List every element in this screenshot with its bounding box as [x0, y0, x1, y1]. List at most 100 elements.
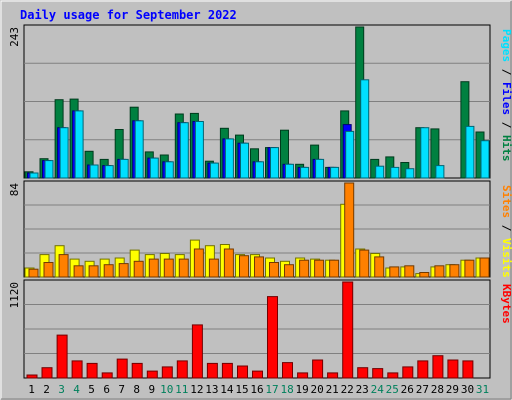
- bar-pages-day-21: [330, 166, 340, 179]
- legend-part: Pages: [500, 29, 512, 62]
- bar-kbytes-day-4: [71, 360, 83, 379]
- bar-pages-day-8: [134, 120, 144, 179]
- bar-sites-day-14: [223, 248, 234, 278]
- bar-kbytes-day-8: [131, 362, 143, 379]
- legend-part: Sites: [500, 185, 512, 218]
- bar-sites-day-16: [254, 256, 264, 278]
- bar-kbytes-day-27: [417, 360, 429, 379]
- y-axis-max-label: 1120: [8, 282, 21, 309]
- bar-kbytes-day-3: [56, 334, 68, 379]
- x-tick-label-13: 13: [205, 383, 218, 396]
- bar-pages-day-23: [360, 79, 370, 179]
- bar-sites-day-12: [193, 248, 204, 278]
- bar-sites-day-31: [479, 257, 490, 278]
- legend-part: /: [500, 218, 512, 238]
- legend-part: KBytes: [500, 284, 512, 324]
- bar-kbytes-day-2: [41, 367, 53, 379]
- bar-pages-day-12: [194, 121, 204, 179]
- legend-part: Visits: [500, 238, 512, 278]
- bar-kbytes-day-12: [191, 324, 203, 379]
- bar-pages-day-7: [119, 158, 129, 179]
- x-tick-label-19: 19: [295, 383, 308, 396]
- bar-kbytes-day-1: [26, 374, 38, 379]
- bar-pages-day-1: [29, 172, 39, 179]
- bar-pages-day-10: [164, 161, 174, 179]
- bar-pages-day-24: [375, 165, 385, 179]
- x-tick-label-2: 2: [43, 383, 50, 396]
- x-tick-label-24: 24: [371, 383, 385, 396]
- x-tick-label-11: 11: [175, 383, 188, 396]
- bar-kbytes-day-29: [447, 359, 459, 379]
- bar-kbytes-day-21: [327, 372, 339, 379]
- panel-pages-files-hits: 243 Pages / Files / Hits: [8, 24, 512, 179]
- bar-pages-day-5: [89, 164, 99, 179]
- x-tick-label-16: 16: [250, 383, 263, 396]
- bar-sites-day-10: [163, 258, 174, 278]
- bar-pages-day-2: [44, 160, 54, 179]
- x-tick-label-27: 27: [416, 383, 429, 396]
- bar-kbytes-day-16: [252, 370, 263, 379]
- bar-kbytes-day-24: [372, 368, 384, 379]
- bar-sites-day-7: [118, 263, 129, 278]
- bar-kbytes-day-22: [342, 281, 354, 379]
- bar-sites-day-15: [239, 255, 249, 278]
- x-tick-label-26: 26: [401, 383, 414, 396]
- x-tick-label-30: 30: [461, 383, 474, 396]
- bar-kbytes-day-10: [161, 366, 173, 379]
- x-tick-label-28: 28: [431, 383, 444, 396]
- bar-sites-day-11: [178, 258, 189, 278]
- x-tick-label-3: 3: [58, 383, 65, 396]
- bar-sites-day-5: [88, 265, 99, 278]
- bar-pages-day-14: [224, 138, 234, 179]
- bar-sites-day-29: [449, 264, 460, 278]
- bar-sites-day-26: [404, 265, 415, 278]
- bar-pages-day-31: [480, 140, 490, 179]
- bar-pages-day-4: [74, 110, 84, 179]
- x-tick-label-8: 8: [133, 383, 140, 396]
- bar-sites-day-6: [103, 264, 114, 278]
- bar-pages-day-3: [59, 127, 69, 179]
- x-tick-label-5: 5: [88, 383, 95, 396]
- bar-sites-day-20: [314, 259, 325, 278]
- x-tick-label-17: 17: [265, 383, 278, 396]
- bar-sites-day-30: [464, 259, 475, 278]
- x-tick-label-29: 29: [446, 383, 459, 396]
- x-tick-label-31: 31: [476, 383, 489, 396]
- panel-sites-visits: 84 Sites / Visits: [8, 180, 512, 278]
- x-tick-label-9: 9: [148, 383, 155, 396]
- bar-pages-day-16: [255, 161, 264, 179]
- x-tick-label-20: 20: [310, 383, 323, 396]
- bar-pages-day-19: [300, 166, 310, 179]
- bar-kbytes-day-17: [267, 296, 278, 379]
- x-tick-label-18: 18: [280, 383, 293, 396]
- bar-sites-day-24: [374, 256, 385, 278]
- bar-pages-day-11: [179, 122, 189, 179]
- panel-kbytes: 1120 KBytes: [8, 279, 512, 379]
- x-tick-label-15: 15: [235, 383, 248, 396]
- bar-kbytes-day-23: [357, 367, 369, 379]
- x-tick-label-10: 10: [160, 383, 173, 396]
- bar-pages-day-13: [209, 162, 219, 179]
- bar-kbytes-day-15: [237, 365, 248, 379]
- bar-sites-day-22: [344, 182, 355, 278]
- bar-kbytes-day-11: [176, 360, 188, 379]
- legend-part: /: [500, 62, 512, 82]
- x-tick-label-22: 22: [341, 383, 354, 396]
- legend-part: Hits: [500, 135, 512, 162]
- x-tick-label-6: 6: [103, 383, 110, 396]
- x-tick-label-4: 4: [73, 383, 80, 396]
- bar-kbytes-day-18: [282, 362, 293, 379]
- bar-pages-day-22: [345, 130, 355, 179]
- bar-pages-day-6: [104, 165, 114, 179]
- bar-kbytes-day-26: [402, 366, 414, 379]
- x-tick-label-7: 7: [118, 383, 125, 396]
- bar-sites-day-27: [419, 272, 430, 278]
- bar-kbytes-day-9: [146, 370, 158, 379]
- bar-kbytes-day-5: [86, 362, 98, 379]
- bar-sites-day-17: [269, 262, 279, 278]
- bar-pages-day-28: [435, 165, 445, 179]
- chart-title: Daily usage for September 2022: [20, 8, 237, 22]
- bar-hits-day-28: [430, 128, 440, 179]
